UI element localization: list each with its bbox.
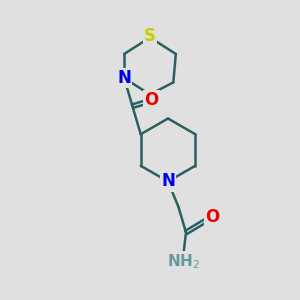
Text: O: O bbox=[205, 208, 219, 226]
Text: O: O bbox=[144, 91, 158, 109]
Text: NH$_2$: NH$_2$ bbox=[167, 252, 200, 271]
Text: N: N bbox=[161, 172, 175, 190]
Text: N: N bbox=[117, 69, 131, 87]
Text: S: S bbox=[144, 27, 156, 45]
